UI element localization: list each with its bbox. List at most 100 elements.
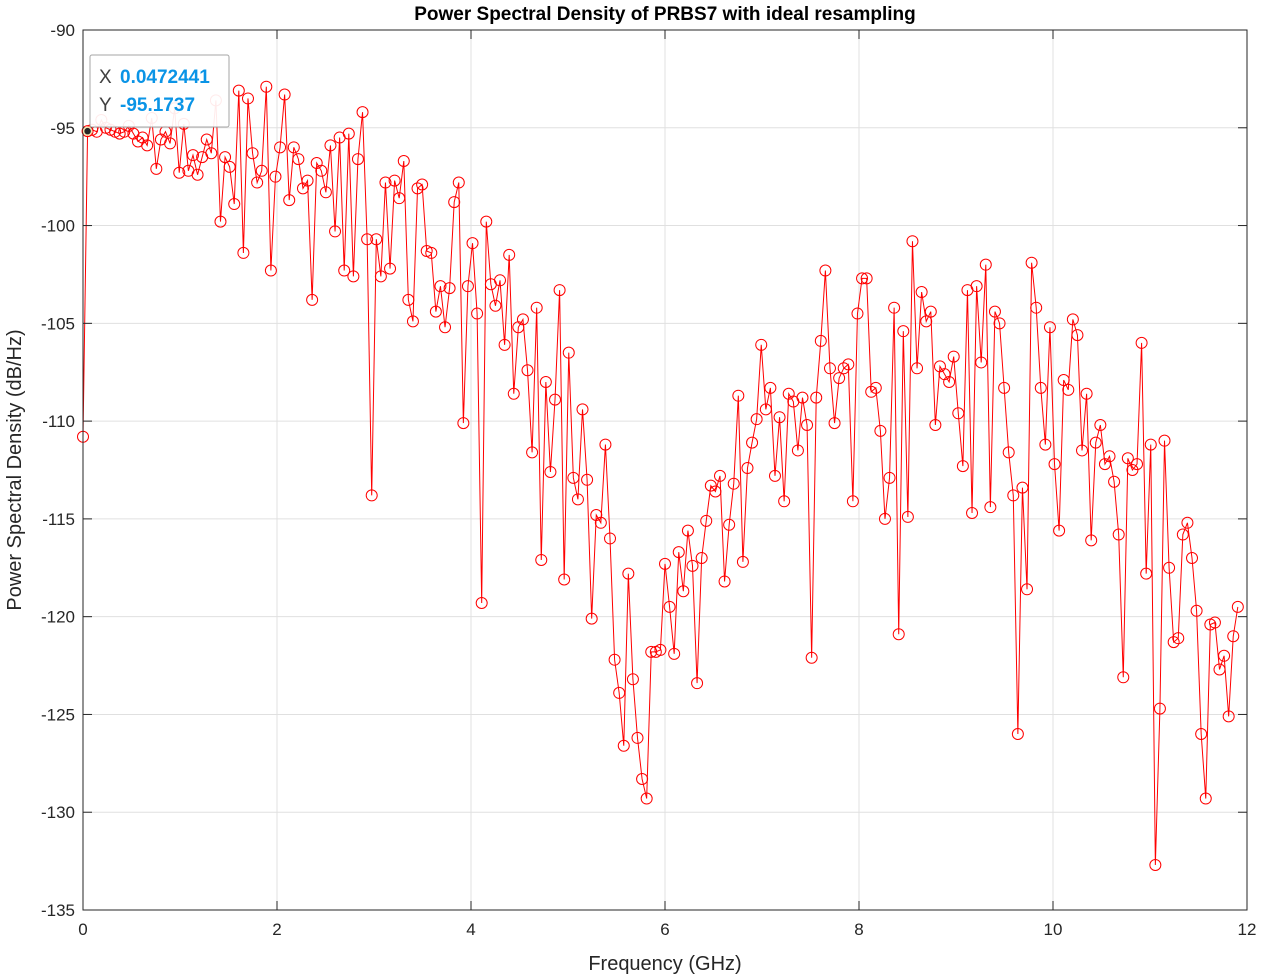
data-point[interactable] [1002,446,1015,459]
data-point[interactable] [833,372,846,385]
data-point[interactable] [718,575,731,588]
data-point[interactable] [1218,649,1231,662]
data-point[interactable] [608,653,621,666]
data-point[interactable] [842,358,855,371]
data-point[interactable] [406,315,419,328]
data-point[interactable] [943,376,956,388]
data-point[interactable] [439,321,452,334]
data-point[interactable] [443,282,456,295]
data-point[interactable] [631,731,644,744]
data-point[interactable] [255,164,268,177]
data-point[interactable] [1163,561,1176,574]
data-point[interactable] [498,338,511,351]
data-point[interactable] [425,246,438,259]
data-point[interactable] [956,460,969,473]
data-point[interactable] [411,182,424,195]
data-point[interactable] [640,792,653,805]
data-point[interactable] [585,612,598,625]
data-point[interactable] [828,417,841,430]
data-point[interactable] [287,141,300,154]
data-point[interactable] [947,350,960,363]
data-point[interactable] [874,424,887,437]
data-point[interactable] [645,645,658,658]
data-point[interactable] [668,647,681,660]
data-point[interactable] [677,585,690,598]
data-point[interactable] [691,677,704,690]
data-point[interactable] [929,419,942,432]
data-point[interactable] [173,166,186,179]
data-point[interactable] [269,170,282,183]
data-point[interactable] [315,164,328,177]
data-point[interactable] [1016,481,1029,494]
data-point[interactable] [393,192,406,205]
data-point[interactable] [1025,256,1038,269]
data-point[interactable] [837,362,850,375]
data-point[interactable] [1094,419,1107,432]
data-point[interactable] [773,411,786,424]
data-point[interactable] [988,305,1001,318]
data-point[interactable] [301,174,314,187]
data-point[interactable] [503,248,516,261]
data-point[interactable] [1039,438,1052,451]
data-point[interactable] [883,471,896,484]
data-point[interactable] [897,325,910,338]
data-point[interactable] [801,419,814,432]
data-point[interactable] [1149,859,1162,872]
data-point[interactable] [164,137,177,150]
data-point[interactable] [81,125,94,138]
data-point[interactable] [979,258,992,271]
data-point[interactable] [319,186,332,199]
data-point[interactable] [796,391,809,404]
data-point[interactable] [732,389,745,402]
data-point[interactable] [1121,452,1134,465]
data-point[interactable] [549,393,562,406]
data-point[interactable] [374,270,387,283]
data-point[interactable] [814,334,827,347]
data-point[interactable] [901,510,914,523]
data-point[interactable] [686,559,699,572]
data-point[interactable] [1158,434,1171,447]
data-point[interactable] [1053,524,1066,537]
data-point[interactable] [507,387,520,400]
data-point[interactable] [1103,450,1116,463]
data-point[interactable] [613,686,626,699]
data-point[interactable] [1131,458,1144,471]
data-point[interactable] [778,495,791,508]
data-point[interactable] [700,514,713,527]
data-point[interactable] [274,141,287,154]
data-point[interactable] [709,485,722,498]
data-point[interactable] [723,518,736,531]
data-point[interactable] [141,139,154,152]
data-point[interactable] [975,356,988,369]
data-point[interactable] [471,307,484,320]
data-point[interactable] [915,286,928,299]
data-point[interactable] [1117,671,1130,684]
data-point[interactable] [924,305,937,318]
data-point[interactable] [461,280,474,293]
data-point[interactable] [713,469,726,482]
data-point[interactable] [998,381,1011,394]
data-point[interactable] [791,444,804,457]
data-point[interactable] [1199,792,1212,805]
data-point[interactable] [663,600,676,613]
data-point[interactable] [746,436,759,449]
data-point[interactable] [819,264,832,277]
data-point[interactable] [1080,387,1093,400]
data-point[interactable] [1172,632,1185,645]
data-point[interactable] [264,264,277,277]
data-point[interactable] [228,198,241,211]
data-point[interactable] [219,151,232,164]
data-point[interactable] [865,385,878,398]
data-point[interactable] [1062,383,1075,396]
data-point[interactable] [869,381,882,394]
data-point[interactable] [370,233,383,246]
data-point[interactable] [388,174,401,187]
data-point[interactable] [1186,552,1199,564]
data-point[interactable] [402,293,415,306]
data-point[interactable] [361,233,374,246]
data-point[interactable] [1034,381,1047,394]
data-point[interactable] [186,149,199,162]
data-point[interactable] [581,473,594,486]
data-point[interactable] [672,546,685,559]
data-point[interactable] [278,88,291,101]
